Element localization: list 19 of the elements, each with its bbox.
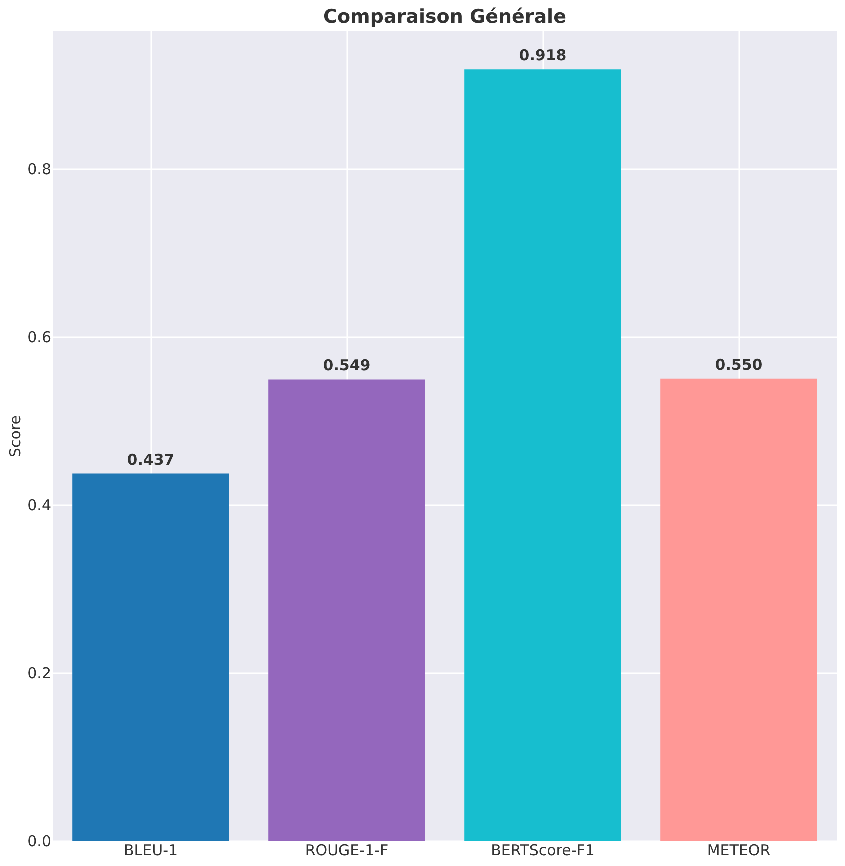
x-tick-label: BLEU-1 bbox=[124, 842, 178, 860]
y-tick-label: 0.4 bbox=[28, 496, 52, 514]
bar bbox=[268, 380, 426, 841]
data-label: 0.918 bbox=[519, 46, 567, 65]
y-tick-label: 0.8 bbox=[28, 160, 52, 178]
y-tick-label: 0.6 bbox=[28, 328, 52, 346]
y-axis-title: Score bbox=[6, 415, 25, 458]
x-tick-label: BERTScore-F1 bbox=[491, 842, 595, 860]
y-tick-label: 0.2 bbox=[28, 664, 52, 682]
chart-title: Comparaison Générale bbox=[324, 6, 566, 28]
data-label: 0.549 bbox=[323, 356, 371, 375]
x-tick-label: ROUGE-1-F bbox=[305, 842, 389, 860]
bar bbox=[72, 474, 230, 841]
data-label: 0.550 bbox=[715, 356, 763, 374]
data-label: 0.437 bbox=[127, 450, 175, 469]
x-tick-label: METEOR bbox=[707, 842, 771, 860]
y-tick-label: 0.0 bbox=[28, 832, 52, 850]
bar bbox=[660, 378, 818, 841]
bar bbox=[464, 70, 622, 841]
